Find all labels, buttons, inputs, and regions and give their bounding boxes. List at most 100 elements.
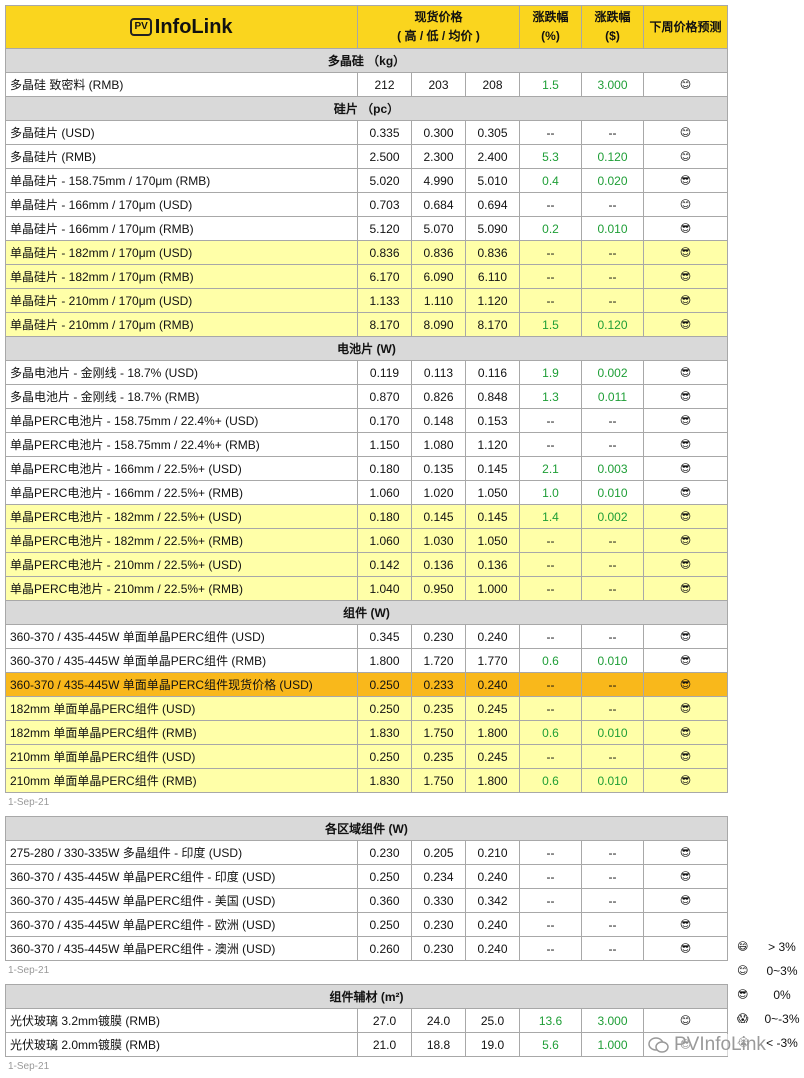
- price-cell: 0.240: [465, 672, 520, 697]
- price-cell: 0.145: [411, 504, 466, 529]
- forecast-icon: 😎: [643, 744, 728, 769]
- price-cell: 0.250: [357, 744, 412, 769]
- logo-pv: PV: [130, 18, 152, 36]
- product-name: 多晶硅片 (RMB): [5, 144, 358, 169]
- price-cell: --: [581, 432, 644, 457]
- price-cell: 0.345: [357, 624, 412, 649]
- price-cell: 0.120: [581, 312, 644, 337]
- product-name: 单晶PERC电池片 - 166mm / 22.5%+ (USD): [5, 456, 358, 481]
- price-cell: 0.142: [357, 552, 412, 577]
- forecast-icon: 😎: [643, 648, 728, 673]
- price-header: 现货价格 ( 高 / 低 / 均价 ): [357, 5, 520, 49]
- price-cell: --: [519, 120, 582, 145]
- price-cell: --: [519, 912, 582, 937]
- price-cell: 0.230: [411, 936, 466, 961]
- price-cell: 4.990: [411, 168, 466, 193]
- forecast-icon: 😎: [643, 408, 728, 433]
- price-cell: 0.136: [411, 552, 466, 577]
- product-name: 单晶PERC电池片 - 210mm / 22.5%+ (USD): [5, 552, 358, 577]
- price-cell: 1.830: [357, 768, 412, 793]
- price-cell: --: [519, 888, 582, 913]
- price-cell: 0.233: [411, 672, 466, 697]
- product-name: 单晶硅片 - 158.75mm / 170μm (RMB): [5, 168, 358, 193]
- price-cell: 5.020: [357, 168, 412, 193]
- price-cell: 0.235: [411, 696, 466, 721]
- forecast-icon: 😎: [643, 360, 728, 385]
- price-cell: --: [519, 552, 582, 577]
- price-cell: --: [581, 672, 644, 697]
- forecast-icon: 😎: [643, 672, 728, 697]
- price-cell: 0.836: [357, 240, 412, 265]
- forecast-icon: 😊: [643, 144, 728, 169]
- price-cell: 0.153: [465, 408, 520, 433]
- price-cell: 0.240: [465, 912, 520, 937]
- forecast-icon: 😎: [643, 480, 728, 505]
- product-name: 单晶硅片 - 166mm / 170μm (USD): [5, 192, 358, 217]
- section-title: 组件 (W): [5, 600, 728, 625]
- price-cell: 0.250: [357, 864, 412, 889]
- legend-label: 0~-3%: [764, 1012, 800, 1026]
- price-cell: 0.170: [357, 408, 412, 433]
- price-cell: 1.060: [357, 480, 412, 505]
- price-cell: 1.050: [465, 528, 520, 553]
- price-cell: 1.060: [357, 528, 412, 553]
- price-cell: 0.870: [357, 384, 412, 409]
- price-cell: 0.011: [581, 384, 644, 409]
- price-cell: 2.500: [357, 144, 412, 169]
- forecast-icon: 😊: [643, 120, 728, 145]
- price-cell: --: [519, 744, 582, 769]
- legend-icon: 😊: [737, 965, 749, 977]
- price-cell: 0.836: [411, 240, 466, 265]
- forecast-icon: 😎: [643, 216, 728, 241]
- price-cell: 0.205: [411, 840, 466, 865]
- product-name: 360-370 / 435-445W 单晶PERC组件 - 美国 (USD): [5, 888, 358, 913]
- price-cell: --: [581, 696, 644, 721]
- price-sub: ( 高 / 低 / 均价 ): [397, 29, 480, 43]
- price-cell: 0.360: [357, 888, 412, 913]
- price-cell: 1.800: [465, 768, 520, 793]
- price-cell: 0.180: [357, 456, 412, 481]
- product-name: 单晶PERC电池片 - 210mm / 22.5%+ (RMB): [5, 576, 358, 601]
- abs-title: 涨跌幅: [594, 10, 631, 24]
- product-name: 360-370 / 435-445W 单晶PERC组件 - 欧洲 (USD): [5, 912, 358, 937]
- price-cell: 1.050: [465, 480, 520, 505]
- price-cell: 1.770: [465, 648, 520, 673]
- watermark: PVInfoLink: [648, 1034, 766, 1056]
- price-cell: --: [581, 912, 644, 937]
- price-cell: 0.330: [411, 888, 466, 913]
- legend-label: < -3%: [766, 1036, 798, 1050]
- forecast-icon: 😎: [643, 912, 728, 937]
- price-cell: --: [519, 624, 582, 649]
- price-cell: 0.230: [357, 840, 412, 865]
- price-cell: 0.335: [357, 120, 412, 145]
- price-cell: 1.120: [465, 432, 520, 457]
- price-cell: --: [519, 840, 582, 865]
- price-cell: --: [581, 888, 644, 913]
- section-title: 硅片 （pc）: [5, 96, 728, 121]
- product-name: 360-370 / 435-445W 单晶PERC组件 - 澳洲 (USD): [5, 936, 358, 961]
- abs-header: 涨跌幅 ($): [581, 5, 644, 49]
- price-cell: --: [581, 192, 644, 217]
- price-cell: 1.3: [519, 384, 582, 409]
- price-cell: 1.0: [519, 480, 582, 505]
- price-cell: --: [581, 408, 644, 433]
- price-cell: 5.010: [465, 168, 520, 193]
- price-cell: 1.040: [357, 576, 412, 601]
- price-cell: --: [519, 672, 582, 697]
- price-cell: 0.305: [465, 120, 520, 145]
- price-cell: 0.135: [411, 456, 466, 481]
- product-name: 360-370 / 435-445W 单面单晶PERC组件现货价格 (USD): [5, 672, 358, 697]
- price-cell: 21.0: [357, 1032, 412, 1057]
- price-cell: 0.300: [411, 120, 466, 145]
- price-cell: 18.8: [411, 1032, 466, 1057]
- price-cell: --: [519, 936, 582, 961]
- price-cell: 0.245: [465, 744, 520, 769]
- product-name: 单晶PERC电池片 - 182mm / 22.5%+ (USD): [5, 504, 358, 529]
- forecast-icon: 😎: [643, 864, 728, 889]
- product-name: 多晶硅片 (USD): [5, 120, 358, 145]
- forecast-header: 下周价格预测: [643, 5, 728, 49]
- price-cell: --: [581, 864, 644, 889]
- price-cell: 5.120: [357, 216, 412, 241]
- price-cell: 0.836: [465, 240, 520, 265]
